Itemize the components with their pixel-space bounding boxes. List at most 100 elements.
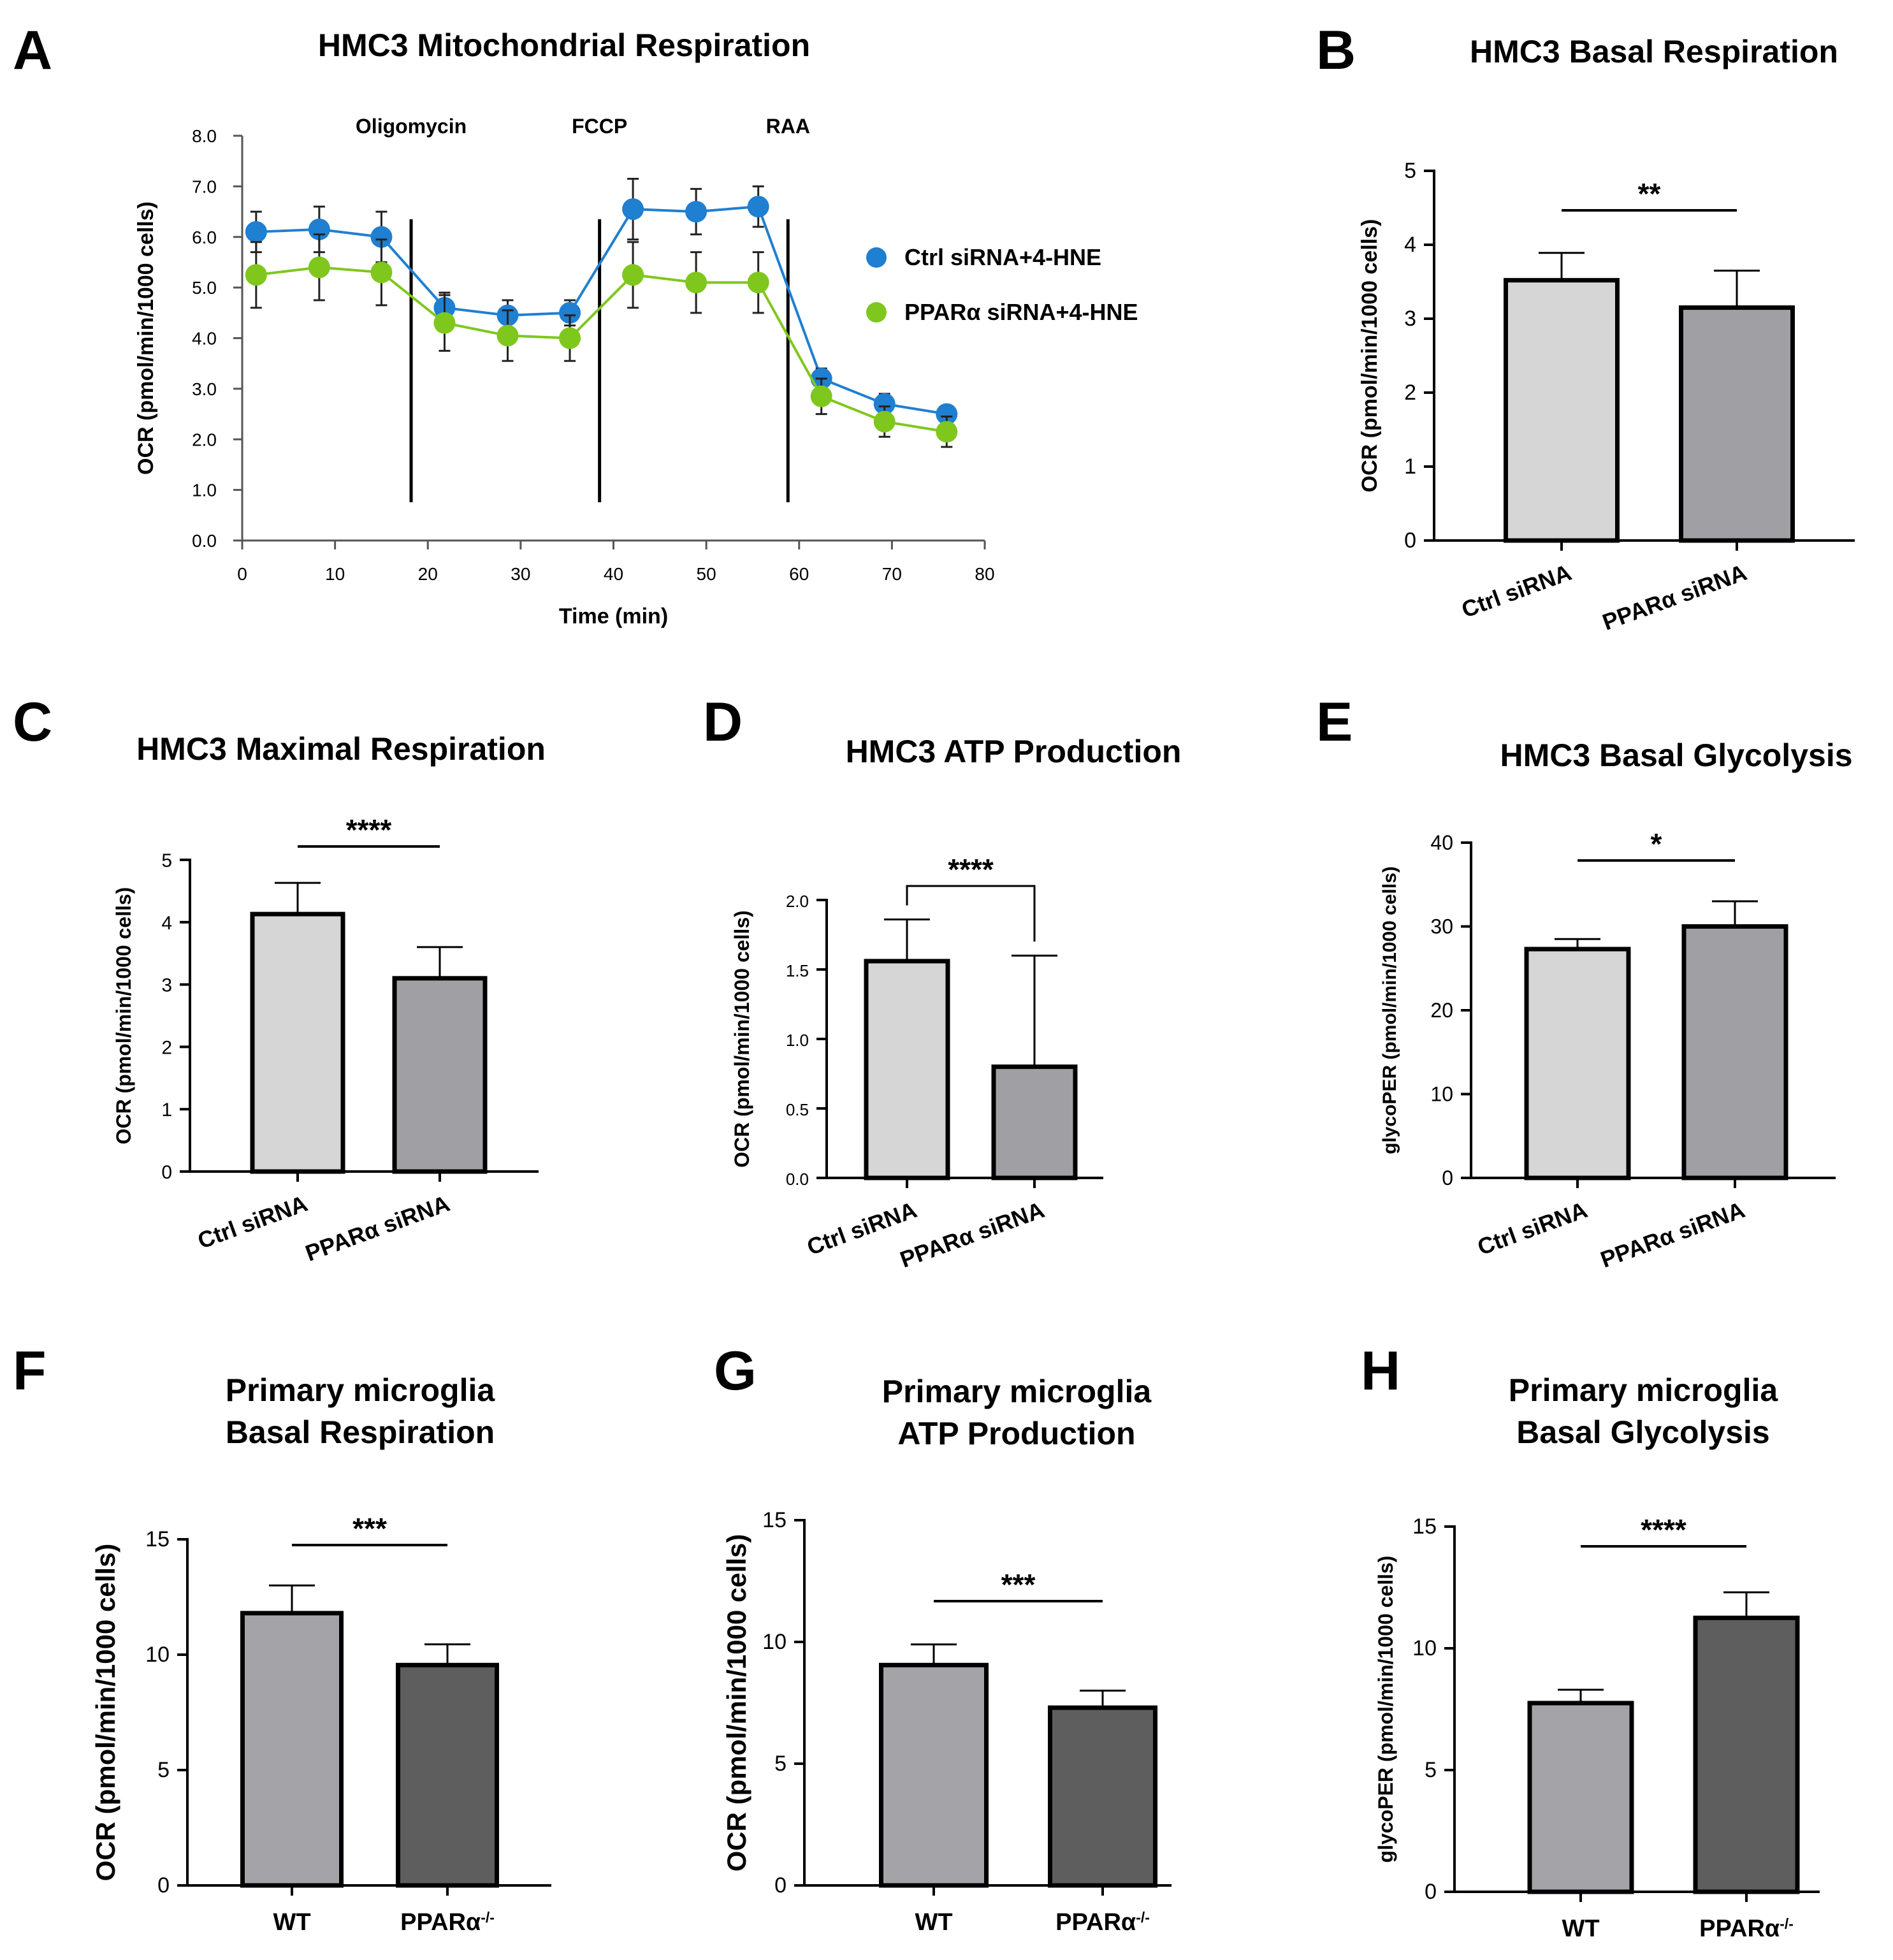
chart-title-line: Primary microglia — [226, 1372, 496, 1408]
data-point — [936, 421, 958, 443]
panel-letter-d: D — [703, 692, 743, 753]
y-tick-label: 7.0 — [192, 177, 217, 196]
y-tick-label: 5 — [1404, 159, 1416, 183]
y-axis-label: OCR (pmol/min/1000 cells) — [722, 1534, 751, 1872]
injection-label: FCCP — [572, 115, 627, 138]
data-point — [370, 261, 393, 284]
series-line — [256, 205, 947, 416]
chart-title: HMC3 Basal Respiration — [1470, 34, 1838, 69]
panel-letter-e: E — [1316, 692, 1353, 753]
y-tick-label: 2 — [161, 1037, 172, 1058]
y-axis-label: OCR (pmol/min/1000 cells) — [1358, 219, 1382, 493]
chart-b-bar: HMC3 Basal Respiration 0 1 2 3 4 5 OCR (pmol/mi… — [1358, 34, 1855, 635]
panel-letter-a: A — [13, 20, 52, 81]
chart-title: HMC3 Basal Glycolysis — [1500, 737, 1852, 773]
y-tick-label: 5 — [161, 850, 172, 871]
category-label: PPARα siRNA — [1597, 1196, 1748, 1273]
y-tick-label: 6.0 — [192, 228, 217, 247]
panel-letter-c: C — [13, 692, 52, 753]
significance-label: ** — [1638, 177, 1661, 210]
injection-label: RAA — [766, 115, 810, 138]
category-label-base: PPARα — [1055, 1909, 1136, 1936]
category-label-superscript: -/- — [481, 1909, 495, 1926]
y-tick-label: 2 — [1404, 381, 1416, 405]
bar — [1681, 924, 1788, 1180]
bar — [392, 976, 488, 1174]
bar — [879, 1662, 989, 1888]
chart-title: HMC3 ATP Production — [846, 734, 1182, 769]
chart-h-bar: Primary microglia Basal Glycolysis 0 5 10 15 g… — [1374, 1372, 1820, 1942]
y-tick-label: 4.0 — [192, 329, 217, 349]
x-tick-label: 70 — [882, 564, 902, 584]
chart-title-line: Primary microglia — [1509, 1372, 1779, 1408]
x-tick-label: 60 — [789, 564, 809, 584]
x-axis-label: Time (min) — [559, 604, 668, 628]
chart-f-bar: Primary microglia Basal Respiration 0 5 10 15… — [91, 1372, 551, 1936]
category-label-superscript: -/- — [1780, 1915, 1794, 1932]
category-label-base: PPARα — [1699, 1915, 1780, 1942]
panel-letter-h: H — [1361, 1340, 1400, 1402]
bar — [396, 1662, 499, 1888]
y-tick-label: 0 — [774, 1873, 787, 1898]
x-tick-label: 10 — [325, 564, 345, 584]
y-tick-label: 2.0 — [786, 892, 809, 911]
category-label-superscript: -/- — [1136, 1909, 1150, 1926]
chart-g-bar: Primary microglia ATP Production 0 5 10 15 OCR… — [722, 1374, 1171, 1936]
significance-label: **** — [346, 813, 392, 846]
y-tick-label: 4 — [161, 913, 172, 934]
chart-title-line: Basal Respiration — [226, 1414, 495, 1450]
y-tick-label: 1.5 — [786, 961, 809, 980]
y-tick-label: 0.0 — [192, 531, 217, 551]
y-axis-label: OCR (pmol/min/1000 cells) — [134, 201, 158, 475]
category-label: Ctrl siRNA — [194, 1190, 311, 1254]
y-tick-label: 4 — [1404, 233, 1416, 257]
data-point — [747, 272, 769, 294]
x-tick-label: 0 — [237, 564, 247, 584]
x-tick-label: 80 — [975, 564, 994, 584]
data-point — [433, 312, 456, 334]
chart-title-line: Basal Glycolysis — [1516, 1414, 1769, 1450]
chart-title: HMC3 Mitochondrial Respiration — [318, 27, 810, 63]
y-tick-label: 2.0 — [192, 430, 217, 449]
legend-marker — [866, 302, 887, 323]
panel-letter-f: F — [13, 1340, 47, 1402]
y-tick-label: 5 — [774, 1752, 787, 1776]
data-point — [622, 198, 644, 221]
chart-title-line: ATP Production — [897, 1416, 1135, 1451]
bar — [1048, 1705, 1157, 1888]
data-point — [685, 201, 707, 223]
category-label: WT — [915, 1909, 952, 1936]
bar — [1527, 1701, 1634, 1894]
y-tick-label: 30 — [1430, 915, 1453, 938]
significance-label: * — [1651, 827, 1662, 860]
category-label: WT — [1562, 1915, 1599, 1942]
category-label: PPARα siRNA — [1599, 559, 1750, 635]
legend-label: Ctrl siRNA+4-HNE — [904, 244, 1101, 270]
bar — [864, 959, 950, 1180]
y-tick-label: 10 — [1430, 1083, 1453, 1106]
y-tick-label: 10 — [1412, 1636, 1437, 1660]
y-axis-label: OCR (pmol/min/1000 cells) — [730, 910, 753, 1168]
y-tick-label: 1 — [161, 1100, 172, 1121]
data-point — [873, 410, 896, 433]
y-tick-label: 15 — [762, 1508, 787, 1532]
chart-d-bar: HMC3 ATP Production 0.0 0.5 1.0 1.5 2.0 OCR (p… — [730, 734, 1181, 1273]
y-tick-label: 8.0 — [192, 126, 217, 146]
y-tick-label: 5 — [157, 1758, 170, 1782]
y-tick-label: 10 — [145, 1643, 170, 1667]
y-tick-label: 1.0 — [786, 1031, 809, 1050]
y-tick-label: 40 — [1430, 831, 1453, 854]
data-point — [308, 256, 330, 279]
bar — [1524, 947, 1631, 1180]
data-point — [685, 272, 707, 294]
y-tick-label: 0 — [1442, 1166, 1453, 1189]
injection-label: Oligomycin — [356, 115, 467, 138]
data-point — [559, 327, 581, 349]
y-tick-label: 5 — [1425, 1758, 1437, 1782]
chart-title-line: Primary microglia — [882, 1374, 1152, 1409]
data-point — [936, 403, 958, 425]
significance-label: *** — [352, 1512, 387, 1545]
y-tick-label: 0 — [1425, 1880, 1437, 1904]
y-tick-label: 15 — [145, 1527, 170, 1551]
y-axis-label: glycoPER (pmol/min/1000 cells) — [1379, 866, 1400, 1154]
